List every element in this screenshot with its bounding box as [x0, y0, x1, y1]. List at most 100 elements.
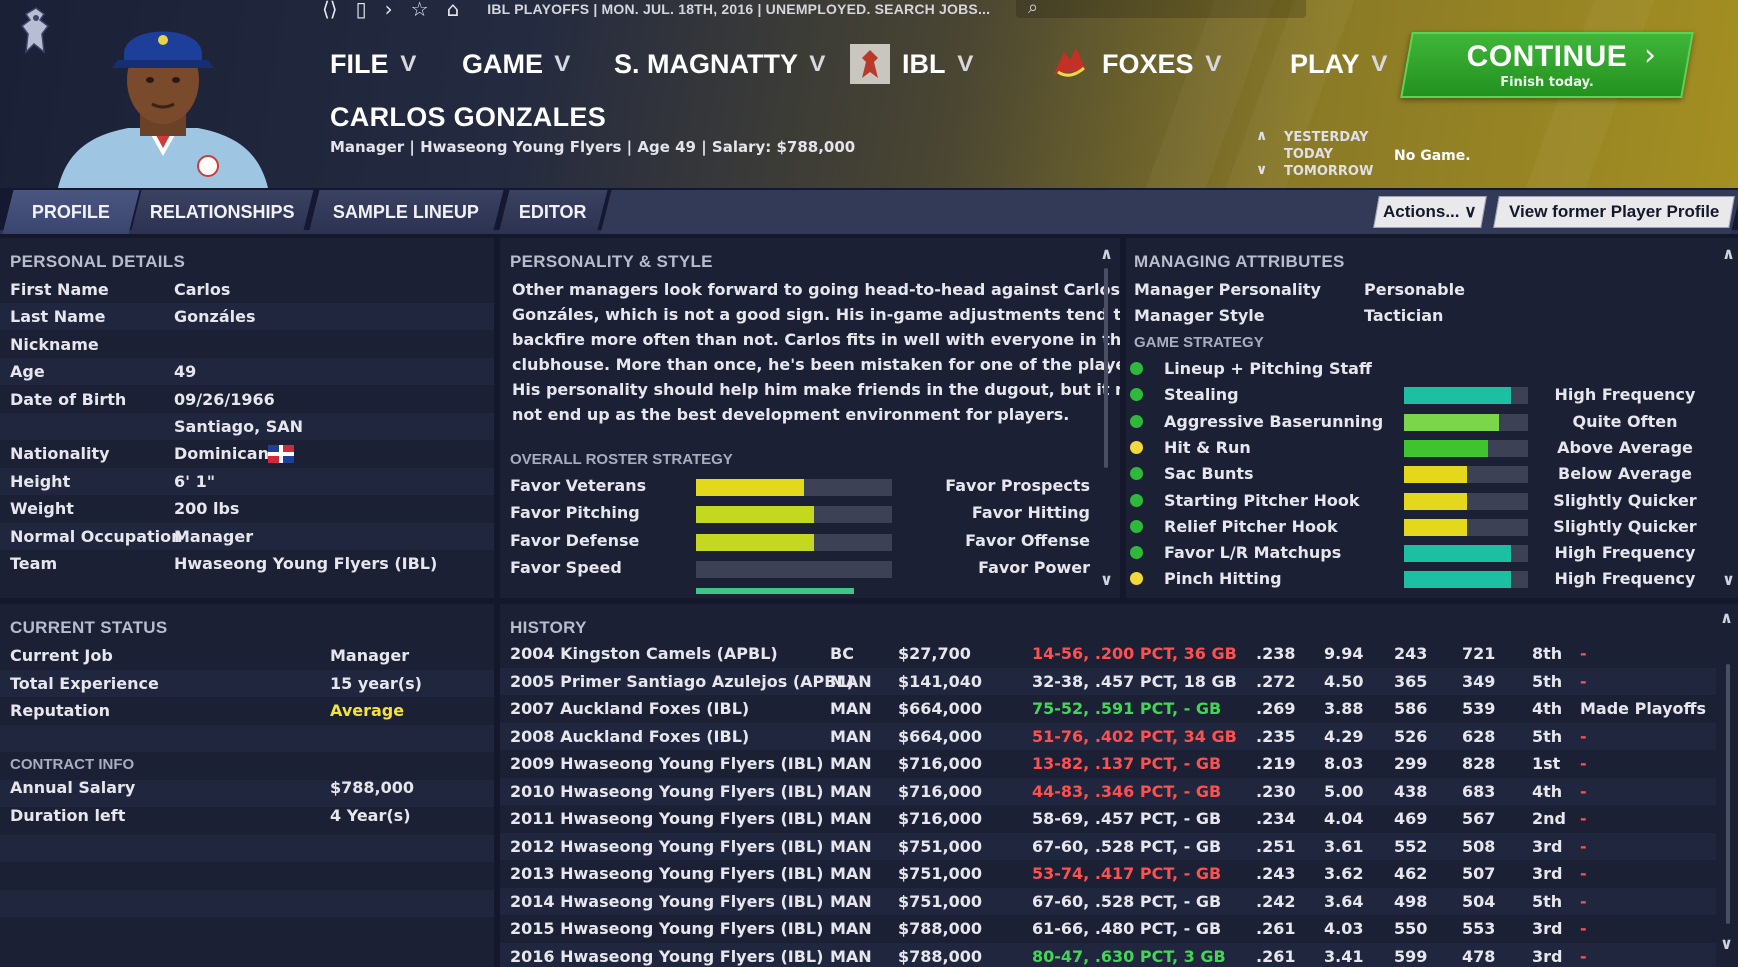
nav-league[interactable]: IBL V: [850, 44, 1050, 84]
strategy-level: High Frequency: [1554, 543, 1696, 563]
strategy-bar: [1404, 492, 1528, 510]
table-row[interactable]: 2013 Hwaseong Young Flyers (IBL) MAN $751,…: [500, 864, 1716, 888]
strategy-level: Slightly Quicker: [1553, 490, 1697, 510]
search-bar[interactable]: ⌕: [1016, 0, 1306, 18]
scrollbar[interactable]: [1726, 664, 1730, 924]
history-place: 4th: [1532, 781, 1563, 801]
actions-dropdown[interactable]: Actions... ∨: [1373, 196, 1487, 228]
row-stripe: [500, 777, 1716, 805]
nav-play[interactable]: PLAY V: [1290, 49, 1420, 80]
field-value: Dominican: [174, 444, 269, 464]
table-row[interactable]: 2010 Hwaseong Young Flyers (IBL) MAN $716,…: [500, 782, 1716, 806]
history-place: 3rd: [1532, 919, 1563, 938]
nav-file[interactable]: FILE V: [330, 49, 462, 80]
strategy-label: Relief Pitcher Hook: [1164, 516, 1338, 536]
header: ⟨⟩ ▯ › ☆ ⌂ IBL PLAYOFFS | MON. JUL. 18TH…: [0, 0, 1738, 188]
field-label: Weight: [10, 499, 74, 519]
view-former-player-profile-button[interactable]: View former Player Profile: [1493, 196, 1735, 228]
field-label: Annual Salary: [10, 778, 136, 797]
scroll-down-icon[interactable]: ∨: [1722, 570, 1735, 589]
strategy-bar-fill: [1404, 466, 1468, 484]
strategy-bar: [1404, 571, 1528, 589]
table-row[interactable]: 2007 Auckland Foxes (IBL) MAN $664,000 75-5…: [500, 699, 1716, 723]
history-team: 2012 Hwaseong Young Flyers (IBL): [510, 836, 824, 856]
history-team: 2016 Hwaseong Young Flyers (IBL): [510, 946, 824, 966]
day-today[interactable]: TODAY: [1284, 147, 1333, 162]
history-era: 3.61: [1324, 836, 1364, 856]
nav-team[interactable]: FOXES V: [1050, 44, 1290, 84]
strategy-level: High Frequency: [1554, 569, 1696, 589]
history-era: 4.03: [1324, 919, 1364, 938]
tab-profile[interactable]: PROFILE: [2, 190, 140, 234]
row-stripe: [0, 724, 494, 752]
nav-manager-label: S. MAGNATTY: [614, 48, 798, 79]
tab-label: EDITOR: [519, 201, 587, 222]
game-strategy-title: GAME STRATEGY: [1134, 334, 1264, 351]
history-salary: $141,040: [898, 671, 983, 691]
game-logo-icon[interactable]: [14, 4, 56, 56]
home-icon[interactable]: ⌂: [446, 0, 460, 21]
strategy-bar: [1404, 413, 1528, 431]
star-icon[interactable]: ☆: [410, 0, 429, 21]
personal-details-title: PERSONAL DETAILS: [10, 252, 186, 271]
history-back-icon[interactable]: ⟨⟩: [322, 0, 338, 21]
table-row[interactable]: 2011 Hwaseong Young Flyers (IBL) MAN $716,…: [500, 809, 1716, 833]
table-row[interactable]: 2004 Kingston Camels (APBL) BC $27,700 14-5…: [500, 644, 1716, 668]
day-yesterday[interactable]: YESTERDAY: [1284, 130, 1369, 145]
nav-game[interactable]: GAME V: [462, 49, 614, 80]
history-position: MAN: [830, 836, 872, 856]
nav-play-label: PLAY: [1290, 48, 1360, 79]
history-avg: .251: [1256, 836, 1296, 856]
history-salary: $788,000: [898, 919, 983, 938]
field-label: Manager Style: [1134, 306, 1265, 325]
nav-manager[interactable]: S. MAGNATTY V: [614, 49, 850, 80]
history-position: MAN: [830, 726, 872, 746]
history-position: BC: [830, 644, 854, 663]
history-panel: HISTORY ∧ ∨ 2004 Kingston Camels (APBL) B…: [500, 604, 1738, 967]
roster-right-label: Favor Offense: [965, 530, 1090, 550]
view-former-label: View former Player Profile: [1508, 202, 1720, 221]
history-runs-allowed: 553: [1462, 919, 1496, 938]
scroll-up-icon[interactable]: ∧: [1100, 244, 1113, 263]
nav-league-label: IBL: [902, 48, 946, 79]
field-label: Total Experience: [10, 673, 159, 693]
history-note: -: [1580, 644, 1587, 663]
roster-strategy-bar: [696, 506, 892, 524]
history-team: 2015 Hwaseong Young Flyers (IBL): [510, 919, 824, 938]
strategy-bar: [1404, 387, 1528, 405]
search-icon[interactable]: ⌕: [1028, 0, 1039, 18]
chevron-up-icon[interactable]: ∧: [1256, 128, 1268, 144]
tab-editor[interactable]: EDITOR: [498, 190, 608, 234]
table-row[interactable]: 2008 Auckland Foxes (IBL) MAN $664,000 51-7…: [500, 727, 1716, 751]
table-row[interactable]: 2014 Hwaseong Young Flyers (IBL) MAN $751,…: [500, 892, 1716, 916]
scroll-down-icon[interactable]: ∨: [1720, 934, 1733, 953]
day-tomorrow[interactable]: TOMORROW: [1284, 164, 1374, 179]
row-stripe: [0, 889, 494, 917]
continue-button[interactable]: CONTINUE Finish today. ›: [1400, 32, 1694, 98]
row-stripe: [0, 779, 494, 807]
strategy-label: Sac Bunts: [1164, 464, 1254, 484]
scroll-down-icon[interactable]: ∨: [1100, 570, 1113, 589]
scrollbar[interactable]: [1104, 268, 1108, 468]
tab-label: RELATIONSHIPS: [149, 201, 295, 222]
table-row[interactable]: 2015 Hwaseong Young Flyers (IBL) MAN $788,…: [500, 919, 1716, 943]
tab-relationships[interactable]: RELATIONSHIPS: [130, 190, 314, 234]
table-row[interactable]: 2012 Hwaseong Young Flyers (IBL) MAN $751,…: [500, 837, 1716, 861]
scroll-up-icon[interactable]: ∧: [1722, 244, 1735, 263]
history-salary: $664,000: [898, 726, 983, 746]
field-label: First Name: [10, 280, 109, 299]
history-position: MAN: [830, 864, 872, 883]
forward-icon[interactable]: ›: [384, 0, 393, 21]
history-salary: $751,000: [898, 891, 983, 911]
table-row[interactable]: 2009 Hwaseong Young Flyers (IBL) MAN $716,…: [500, 754, 1716, 778]
roster-right-label: Favor Power: [978, 557, 1090, 577]
scroll-up-icon[interactable]: ∧: [1720, 608, 1733, 627]
history-position: MAN: [830, 671, 872, 691]
tab-sample-lineup[interactable]: SAMPLE LINEUP: [308, 190, 504, 234]
table-row[interactable]: 2005 Primer Santiago Azulejos (APBL) MAN $…: [500, 672, 1716, 696]
bookmark-icon[interactable]: ▯: [355, 0, 367, 21]
table-row[interactable]: 2016 Hwaseong Young Flyers (IBL) MAN $788,…: [500, 947, 1716, 967]
history-position: MAN: [830, 891, 872, 911]
row-stripe: [500, 942, 1716, 967]
chevron-down-icon[interactable]: ∨: [1256, 162, 1268, 178]
